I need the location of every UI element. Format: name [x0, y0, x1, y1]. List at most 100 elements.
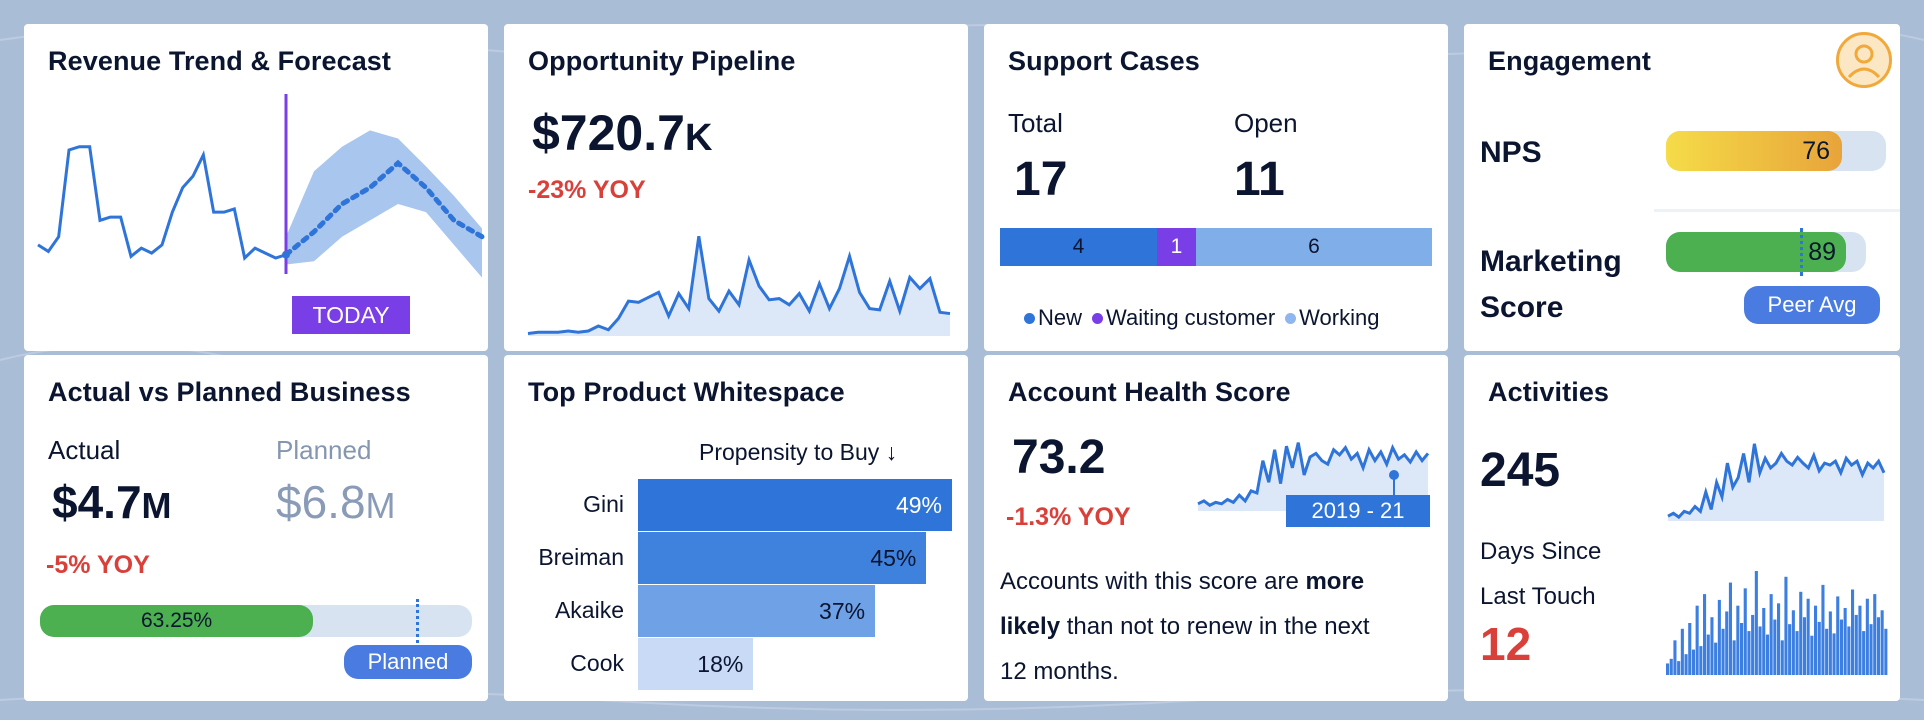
progress-label: 63.25%	[141, 609, 213, 632]
activities-line-chart[interactable]	[1664, 435, 1889, 525]
actual-planned-card[interactable]: Actual vs Planned Business Actual $4.7M …	[24, 355, 488, 701]
activity-bar	[1854, 614, 1858, 675]
revenue-chart[interactable]	[24, 94, 488, 351]
activity-bar	[1673, 640, 1677, 675]
activity-bar	[1758, 626, 1762, 675]
user-avatar-icon[interactable]	[1836, 32, 1892, 88]
activity-bar	[1736, 605, 1740, 675]
engagement-card[interactable]: Engagement NPS 76 Marketing Score 89 Pee…	[1464, 24, 1900, 351]
support-legend: New Waiting customer Working	[1024, 305, 1389, 331]
activity-bar	[1780, 640, 1784, 675]
activity-bar	[1777, 603, 1781, 675]
segment-new[interactable]: 4	[1000, 228, 1157, 266]
health-description: Accounts with this score are more likely…	[1000, 568, 1370, 685]
activity-bar	[1843, 607, 1847, 675]
pipeline-card[interactable]: Opportunity Pipeline $720.7K -23% YOY	[504, 24, 968, 351]
engagement-title: Engagement	[1488, 46, 1652, 76]
activity-bar	[1788, 624, 1792, 675]
legend-waiting[interactable]: Waiting customer	[1092, 305, 1275, 331]
whitespace-category-label: Gini	[583, 491, 624, 517]
planned-label: Planned	[276, 435, 372, 465]
health-line	[1197, 442, 1430, 507]
activity-bar	[1773, 619, 1777, 675]
activities-title: Activities	[1488, 377, 1610, 407]
activity-bar	[1714, 642, 1718, 675]
today-marker-label: TODAY	[292, 296, 410, 334]
health-card[interactable]: Account Health Score 73.2 -1.3% YOY 2019…	[984, 355, 1448, 701]
activities-area	[1668, 443, 1884, 521]
activities-card[interactable]: Activities 245 Days Since Last Touch 12	[1464, 355, 1900, 701]
activity-bar	[1669, 658, 1673, 675]
activity-bar	[1869, 624, 1873, 675]
propensity-header[interactable]: Propensity to Buy ↓	[699, 439, 898, 465]
actual-progress-bar[interactable]: 63.25%	[40, 599, 472, 643]
activity-bar	[1754, 571, 1758, 675]
peer-avg-pill[interactable]: Peer Avg	[1744, 286, 1880, 324]
days-since-value: 12	[1480, 618, 1532, 670]
support-title: Support Cases	[1008, 46, 1200, 76]
revenue-card[interactable]: Revenue Trend & Forecast TODAY	[24, 24, 488, 351]
revenue-title: Revenue Trend & Forecast	[48, 46, 392, 76]
whitespace-card[interactable]: Top Product Whitespace Propensity to Buy…	[504, 355, 968, 701]
planned-pill[interactable]: Planned	[344, 645, 472, 679]
health-score: 73.2	[1012, 431, 1106, 484]
activity-bar	[1862, 631, 1866, 675]
activity-bar	[1876, 617, 1880, 675]
segment-working[interactable]: 6	[1196, 228, 1432, 266]
divider	[1654, 209, 1900, 212]
actual-label: Actual	[48, 435, 121, 465]
activity-bar	[1765, 634, 1769, 675]
activity-bar	[1799, 591, 1803, 675]
activity-bar	[1684, 654, 1688, 675]
pipeline-chart[interactable]	[524, 224, 954, 344]
whitespace-bar[interactable]: 49%	[638, 479, 952, 531]
whitespace-category-label: Cook	[570, 650, 624, 676]
activity-bar	[1717, 599, 1721, 675]
activity-bar	[1740, 623, 1744, 675]
health-range-label[interactable]: 2019 - 21	[1286, 495, 1430, 527]
whitespace-category-label: Breiman	[538, 544, 624, 570]
activity-bar	[1784, 576, 1788, 675]
activity-bar	[1832, 633, 1836, 675]
activity-bar	[1847, 626, 1851, 675]
total-value: 17	[1014, 153, 1068, 206]
activity-bar	[1769, 594, 1773, 675]
activity-bar	[1725, 611, 1729, 675]
activity-bar	[1817, 621, 1821, 675]
activity-bar	[1828, 611, 1832, 675]
activity-bar	[1699, 646, 1703, 675]
nps-bar[interactable]: 76	[1666, 131, 1886, 171]
marketing-label: Marketing Score	[1480, 245, 1622, 324]
pipeline-area	[528, 236, 950, 336]
days-since-label: Days Since Last Touch	[1480, 538, 1602, 610]
activity-bar	[1677, 661, 1681, 675]
legend-working[interactable]: Working	[1285, 305, 1379, 331]
segment-waiting[interactable]: 1	[1157, 228, 1196, 266]
whitespace-category-label: Akaike	[554, 597, 624, 623]
pipeline-title: Opportunity Pipeline	[528, 46, 796, 76]
open-label: Open	[1234, 108, 1298, 138]
marketing-bar-fill: 89	[1666, 232, 1846, 272]
activity-bar	[1751, 614, 1755, 675]
activity-bar	[1680, 628, 1684, 675]
support-stacked-bar[interactable]: 4 1 6	[1000, 228, 1432, 266]
activity-bar	[1873, 594, 1877, 675]
activity-bar	[1721, 628, 1725, 675]
support-card[interactable]: Support Cases Total 17 Open 11 4 1 6 New…	[984, 24, 1448, 351]
nps-label: NPS	[1480, 136, 1542, 169]
whitespace-bar[interactable]: 18%	[638, 638, 754, 690]
activity-bar	[1851, 589, 1855, 675]
activity-bar	[1836, 596, 1840, 675]
activity-bar	[1710, 617, 1714, 675]
activity-bar	[1802, 617, 1806, 675]
activity-bar	[1821, 584, 1825, 675]
activity-bar	[1728, 582, 1732, 675]
whitespace-bar[interactable]: 45%	[638, 532, 927, 584]
actual-value: $4.7M	[52, 476, 172, 528]
marketing-bar[interactable]: 89	[1666, 228, 1866, 276]
whitespace-bar[interactable]: 37%	[638, 585, 876, 637]
planned-value: $6.8M	[276, 476, 396, 528]
activities-bar-chart[interactable]	[1666, 565, 1888, 675]
actual-line	[37, 145, 287, 261]
legend-new[interactable]: New	[1024, 305, 1082, 331]
